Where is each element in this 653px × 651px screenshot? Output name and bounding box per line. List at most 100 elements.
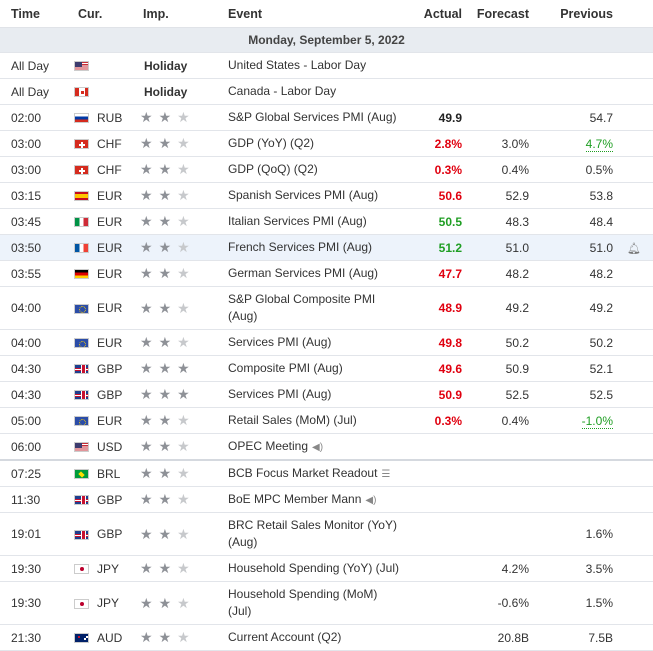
event-actual: 50.9 <box>400 381 462 408</box>
event-name-cell[interactable]: BCB Focus Market Readout ☰ <box>228 460 400 487</box>
event-row[interactable]: 07:25 BRL ★★★ BCB Focus Market Readout ☰ <box>0 460 653 487</box>
event-row[interactable]: 19:30 JPY ★★★ Household Spending (YoY) (Jul… <box>0 555 653 582</box>
event-row[interactable]: 05:00 EUR ★★★ Retail Sales (MoM) (Jul) 0.3% 0… <box>0 407 653 434</box>
alert-cell <box>613 624 653 651</box>
event-previous[interactable]: 4.7% <box>585 136 613 152</box>
event-name[interactable]: Household Spending (MoM) (Jul) <box>228 587 378 618</box>
event-time: 03:00 <box>0 156 70 183</box>
event-row[interactable]: All Day Holiday Canada - Labor Day <box>0 78 653 105</box>
event-actual <box>400 433 462 461</box>
event-row[interactable]: 04:30 GBP ★★★ Services PMI (Aug) 50.9 52.5 52.… <box>0 381 653 408</box>
event-name[interactable]: Retail Sales (MoM) (Jul) <box>228 413 357 427</box>
event-name[interactable]: S&P Global Composite PMI (Aug) <box>228 292 376 323</box>
event-name-cell[interactable]: GDP (YoY) (Q2) <box>228 130 400 157</box>
event-name[interactable]: Spanish Services PMI (Aug) <box>228 188 379 202</box>
event-row[interactable]: All Day Holiday United States - Labor Day <box>0 52 653 79</box>
event-name-cell[interactable]: Italian Services PMI (Aug) <box>228 208 400 235</box>
event-name[interactable]: Services PMI (Aug) <box>228 335 332 349</box>
event-name-cell[interactable]: Spanish Services PMI (Aug) <box>228 182 400 209</box>
event-row[interactable]: 04:00 EUR ★★★ Services PMI (Aug) 49.8 50.2 50.… <box>0 329 653 356</box>
event-name-cell[interactable]: Services PMI (Aug) <box>228 381 400 408</box>
event-actual <box>400 581 462 625</box>
event-name[interactable]: United States - Labor Day <box>228 58 367 72</box>
event-previous[interactable]: -1.0% <box>581 413 613 429</box>
event-name-cell[interactable]: BRC Retail Sales Monitor (YoY) (Aug) <box>228 512 400 556</box>
event-currency-cell: AUD <box>70 624 136 651</box>
event-name-cell[interactable]: OPEC Meeting ◀) <box>228 433 400 461</box>
flag-us-icon <box>74 61 89 72</box>
event-row[interactable]: 02:00 RUB ★★★ S&P Global Services PMI (Aug)… <box>0 104 653 131</box>
event-name-cell[interactable]: Canada - Labor Day <box>228 78 400 105</box>
event-previous: 48.4 <box>589 214 613 229</box>
event-currency-cell: JPY <box>70 581 136 625</box>
event-name-cell[interactable]: S&P Global Services PMI (Aug) <box>228 104 400 131</box>
col-event-header[interactable]: Event <box>228 0 400 28</box>
event-name-cell[interactable]: Household Spending (YoY) (Jul) <box>228 555 400 582</box>
event-row[interactable]: 03:00 CHF ★★★ GDP (YoY) (Q2) 2.8% 3.0% 4.7% <box>0 130 653 157</box>
event-name[interactable]: Italian Services PMI (Aug) <box>228 214 367 228</box>
event-time: 06:00 <box>0 433 70 461</box>
bell-icon[interactable]: 🔔︎ <box>627 242 641 255</box>
event-name-cell[interactable]: S&P Global Composite PMI (Aug) <box>228 286 400 330</box>
event-row[interactable]: 04:30 GBP ★★★ Composite PMI (Aug) 49.6 50.9 52… <box>0 355 653 382</box>
col-actual-header[interactable]: Actual <box>400 0 462 28</box>
event-name[interactable]: German Services PMI (Aug) <box>228 266 379 280</box>
event-name[interactable]: Canada - Labor Day <box>228 84 337 98</box>
event-row[interactable]: 11:30 GBP ★★★ BoE MPC Member Mann ◀) <box>0 486 653 513</box>
event-previous: 52.5 <box>589 387 613 402</box>
event-currency-cell: USD <box>70 433 136 461</box>
event-actual: 0.3% <box>400 407 462 434</box>
event-name[interactable]: Composite PMI (Aug) <box>228 361 343 375</box>
event-row[interactable]: 03:50 EUR ★★★ French Services PMI (Aug) 51.2… <box>0 234 653 261</box>
event-row[interactable]: 03:45 EUR ★★★ Italian Services PMI (Aug) 50.… <box>0 208 653 235</box>
importance-star-icon: ★ <box>158 412 178 428</box>
event-row[interactable]: 19:30 JPY ★★★ Household Spending (MoM) (Jul… <box>0 581 653 625</box>
event-name[interactable]: BoE MPC Member Mann <box>228 491 362 506</box>
event-row[interactable]: 21:30 AUD ★★★ Current Account (Q2) 20.8B 7.5B <box>0 624 653 651</box>
event-row[interactable]: 04:00 EUR ★★★ S&P Global Composite PMI (Aug… <box>0 286 653 330</box>
importance-star-icon: ★ <box>177 135 196 151</box>
event-currency-cell: GBP <box>70 355 136 382</box>
event-name[interactable]: GDP (QoQ) (Q2) <box>228 162 318 176</box>
event-name[interactable]: Household Spending (YoY) (Jul) <box>228 561 399 575</box>
event-previous: 49.2 <box>589 301 613 315</box>
event-row[interactable]: 03:00 CHF ★★★ GDP (QoQ) (Q2) 0.3% 0.4% 0.5% <box>0 156 653 183</box>
importance-star-icon: ★ <box>158 525 178 542</box>
flag-gb-icon <box>74 529 89 540</box>
event-name[interactable]: GDP (YoY) (Q2) <box>228 136 315 150</box>
col-previous-header[interactable]: Previous <box>529 0 613 28</box>
event-currency-cell: EUR <box>70 208 136 235</box>
event-name-cell[interactable]: Composite PMI (Aug) <box>228 355 400 382</box>
col-time-header[interactable]: Time <box>0 0 70 28</box>
event-name[interactable]: S&P Global Services PMI (Aug) <box>228 110 397 124</box>
importance-star-icon: ★ <box>158 334 178 350</box>
event-name-cell[interactable]: GDP (QoQ) (Q2) <box>228 156 400 183</box>
event-currency-cell: EUR <box>70 407 136 434</box>
col-importance-header[interactable]: Imp. <box>136 0 228 28</box>
event-row[interactable]: 19:01 GBP ★★★ BRC Retail Sales Monitor (YoY… <box>0 512 653 556</box>
event-name-cell[interactable]: French Services PMI (Aug) <box>228 234 400 261</box>
event-name-cell[interactable]: Household Spending (MoM) (Jul) <box>228 581 400 625</box>
event-name[interactable]: French Services PMI (Aug) <box>228 240 373 254</box>
event-name-cell[interactable]: BoE MPC Member Mann ◀) <box>228 486 400 513</box>
event-row[interactable]: 03:55 EUR ★★★ German Services PMI (Aug) 47.7… <box>0 260 653 287</box>
importance-star-icon: ★ <box>177 265 196 281</box>
event-name[interactable]: BRC Retail Sales Monitor (YoY) (Aug) <box>228 518 397 549</box>
event-name-cell[interactable]: United States - Labor Day <box>228 52 400 79</box>
event-name-cell[interactable]: Services PMI (Aug) <box>228 329 400 356</box>
col-forecast-header[interactable]: Forecast <box>462 0 529 28</box>
event-actual: 49.8 <box>400 329 462 356</box>
event-row[interactable]: 06:00 USD ★★★ OPEC Meeting ◀) <box>0 433 653 461</box>
importance-star-icon: ★ <box>158 560 178 576</box>
event-name-cell[interactable]: Retail Sales (MoM) (Jul) <box>228 407 400 434</box>
event-name[interactable]: BCB Focus Market Readout <box>228 465 378 480</box>
event-name[interactable]: Services PMI (Aug) <box>228 387 332 401</box>
event-name-cell[interactable]: Current Account (Q2) <box>228 624 400 651</box>
event-row[interactable]: 03:15 EUR ★★★ Spanish Services PMI (Aug) 50.… <box>0 182 653 209</box>
event-name-cell[interactable]: German Services PMI (Aug) <box>228 260 400 287</box>
flag-ru-icon <box>74 113 89 124</box>
col-currency-header[interactable]: Cur. <box>70 0 136 28</box>
event-name[interactable]: OPEC Meeting <box>228 438 309 453</box>
event-name[interactable]: Current Account (Q2) <box>228 630 342 644</box>
importance-star-icon: ★ <box>177 360 196 376</box>
